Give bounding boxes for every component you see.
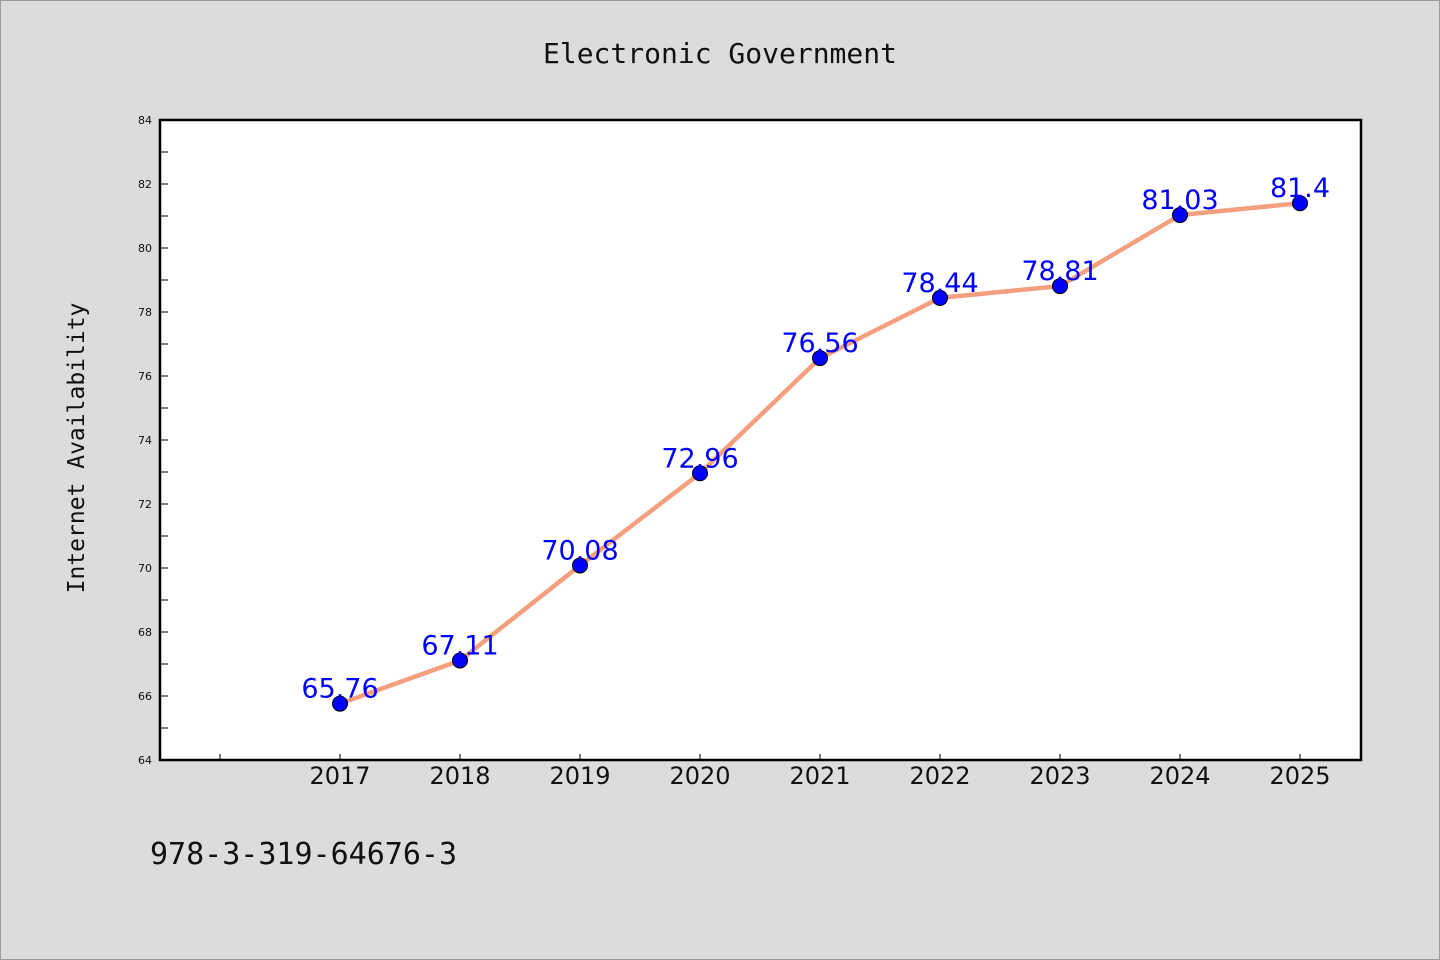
data-value-label: 67.11 bbox=[421, 630, 498, 661]
y-tick-label: 78 bbox=[138, 306, 152, 319]
data-value-label: 65.76 bbox=[301, 674, 378, 705]
data-value-label: 78.81 bbox=[1021, 256, 1098, 287]
x-tick-label: 2022 bbox=[909, 762, 970, 790]
data-value-label: 76.56 bbox=[781, 328, 858, 359]
y-tick-label: 74 bbox=[138, 434, 152, 447]
x-tick-label: 2019 bbox=[549, 762, 610, 790]
x-tick-label: 2023 bbox=[1029, 762, 1090, 790]
x-tick-label: 2025 bbox=[1269, 762, 1330, 790]
y-tick-label: 72 bbox=[138, 498, 152, 511]
y-tick-label: 84 bbox=[138, 114, 152, 127]
x-tick-label: 2018 bbox=[429, 762, 490, 790]
data-value-label: 70.08 bbox=[541, 535, 618, 566]
data-point-marker bbox=[572, 557, 588, 574]
x-axis-ticks: 2017 2018 2019 2020 2021 2022 2023 2024 2025 bbox=[219, 754, 1331, 790]
y-tick-label: 76 bbox=[138, 370, 152, 383]
data-point-marker bbox=[1292, 195, 1308, 212]
y-tick-label: 80 bbox=[138, 242, 152, 255]
data-point-marker bbox=[1172, 207, 1188, 224]
x-tick-label: 2024 bbox=[1149, 762, 1210, 790]
data-markers bbox=[332, 195, 1308, 712]
y-tick-label: 66 bbox=[138, 690, 152, 703]
chart-title: Electronic Government bbox=[543, 37, 897, 70]
y-tick-label: 70 bbox=[138, 562, 152, 575]
y-axis-label: Internet Availability bbox=[64, 303, 90, 594]
x-tick-label: 2020 bbox=[669, 762, 730, 790]
data-value-label: 72.96 bbox=[661, 443, 738, 474]
data-labels: 65.76 67.11 70.08 72.96 76.56 78.44 78.81 81.03… bbox=[301, 173, 1330, 704]
data-point-marker bbox=[932, 289, 948, 306]
data-point-marker bbox=[1052, 278, 1068, 295]
data-point-marker bbox=[452, 652, 468, 669]
data-value-label: 81.03 bbox=[1141, 185, 1218, 216]
data-point-marker bbox=[812, 350, 828, 367]
y-tick-label: 82 bbox=[138, 178, 152, 191]
x-tick-label: 2021 bbox=[789, 762, 850, 790]
data-point-marker bbox=[692, 465, 708, 482]
y-axis-ticks: 64 66 68 70 72 74 76 78 80 82 84 bbox=[138, 114, 168, 767]
data-value-label: 81.4 bbox=[1270, 173, 1330, 204]
y-tick-label: 64 bbox=[138, 754, 152, 767]
footer-isbn-text: 978-3-319-64676-3 bbox=[150, 837, 457, 872]
data-point-marker bbox=[332, 695, 348, 712]
data-value-label: 78.44 bbox=[901, 268, 978, 299]
x-tick-label: 2017 bbox=[309, 762, 370, 790]
y-tick-label: 68 bbox=[138, 626, 152, 639]
